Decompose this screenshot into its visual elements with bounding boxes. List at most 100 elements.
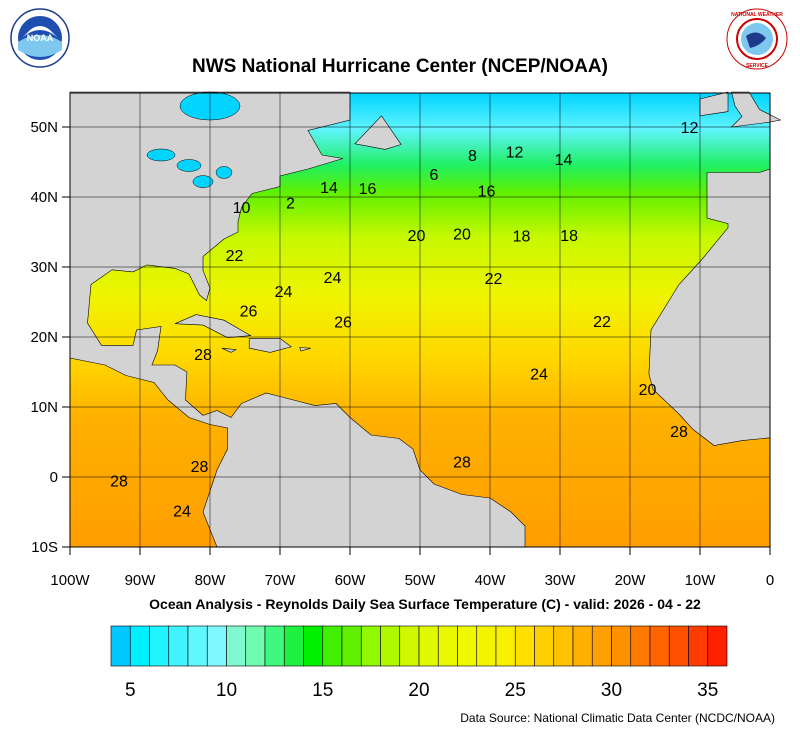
lake	[215, 166, 233, 179]
colorbar-tick-label: 30	[601, 680, 622, 701]
contour-label: 12	[506, 145, 524, 162]
colorbar-cell	[322, 625, 343, 667]
contour-label: 22	[226, 248, 244, 265]
colorbar-cell	[514, 625, 535, 667]
noaa-logo: NOAA	[10, 8, 70, 68]
colorbar-cell	[245, 625, 266, 667]
lat-tick-label: 20N	[30, 329, 58, 346]
contour-label: 28	[191, 459, 209, 476]
lon-tick-label: 40W	[475, 572, 507, 589]
contour-label: 6	[430, 167, 439, 184]
lat-tick-label: 50N	[30, 119, 58, 136]
land-hispaniola	[248, 338, 292, 353]
lon-tick-label: 20W	[615, 572, 647, 589]
colorbar-cell	[360, 625, 381, 667]
colorbar-tick-label: 35	[697, 680, 718, 701]
colorbar: 5 10 15 20 25 30 35	[110, 625, 728, 701]
lake	[146, 148, 176, 162]
lon-tick-label: 70W	[265, 572, 297, 589]
colorbar-cell	[110, 625, 131, 667]
colorbar-tick-label: 15	[312, 680, 333, 701]
contour-label: 28	[194, 347, 212, 364]
land-africa-europe	[648, 168, 771, 446]
colorbar-cell	[591, 625, 612, 667]
colorbar-tick-label: 5	[125, 680, 136, 701]
sst-map: 12 12 8 6 14 14 16 16 2 10 20 20 18 18 22 24 22 24 26 26 22 2…	[30, 91, 782, 589]
map-subtitle: Ocean Analysis - Reynolds Daily Sea Surf…	[149, 596, 701, 612]
contour-label: 24	[324, 270, 342, 287]
contour-label: 28	[670, 424, 688, 441]
contour-label: 14	[320, 180, 338, 197]
contour-label: 10	[233, 200, 251, 217]
colorbar-cell	[476, 625, 497, 667]
contour-label: 2	[286, 196, 295, 213]
nws-logo: NATIONAL WEATHER SERVICE	[726, 8, 788, 70]
lon-tick-label: 100W	[50, 572, 90, 589]
colorbar-cell	[611, 625, 632, 667]
colorbar-tick-label: 25	[505, 680, 526, 701]
lat-tick-label: 40N	[30, 189, 58, 206]
colorbar-cell	[380, 625, 401, 667]
contour-label: 20	[453, 226, 471, 243]
contour-label: 14	[555, 152, 573, 169]
lat-tick-label: 10N	[30, 399, 58, 416]
lon-tick-label: 60W	[335, 572, 367, 589]
page-title: NWS National Hurricane Center (NCEP/NOAA…	[192, 56, 608, 77]
contour-label: 12	[681, 120, 699, 137]
svg-text:SERVICE: SERVICE	[746, 63, 769, 69]
colorbar-cell	[129, 625, 150, 667]
colorbar-cell	[707, 625, 728, 667]
colorbar-cell	[303, 625, 324, 667]
contour-label: 26	[334, 315, 352, 332]
colorbar-cell	[341, 625, 362, 667]
contour-label: 28	[453, 455, 471, 472]
land-puerto-rico	[299, 347, 311, 352]
colorbar-cell	[437, 625, 458, 667]
colorbar-cell	[168, 625, 189, 667]
data-source: Data Source: National Climatic Data Cent…	[460, 711, 775, 725]
colorbar-cell	[283, 625, 304, 667]
contour-label: 8	[468, 148, 477, 165]
colorbar-tick-label: 10	[216, 680, 237, 701]
lon-tick-label: 80W	[195, 572, 227, 589]
colorbar-cell	[534, 625, 555, 667]
contour-label: 24	[530, 366, 548, 383]
contour-label: 16	[359, 181, 377, 198]
contour-label: 18	[513, 229, 531, 246]
contour-label: 16	[478, 184, 496, 201]
colorbar-cell	[206, 625, 227, 667]
lat-tick-label: 30N	[30, 259, 58, 276]
lon-tick-label: 0	[766, 572, 774, 589]
lat-tick-label: 0	[50, 469, 58, 486]
colorbar-cell	[553, 625, 574, 667]
svg-text:NATIONAL WEATHER: NATIONAL WEATHER	[731, 12, 783, 18]
contour-label: 26	[240, 303, 258, 320]
contour-label: 28	[110, 474, 128, 491]
colorbar-cell	[668, 625, 689, 667]
colorbar-cell	[187, 625, 208, 667]
lake	[192, 175, 214, 188]
land-jamaica	[221, 347, 237, 353]
colorbar-cell	[418, 625, 439, 667]
lat-tick-label: 10S	[31, 539, 58, 556]
colorbar-cell	[226, 625, 247, 667]
colorbar-cell	[572, 625, 593, 667]
colorbar-cell	[688, 625, 709, 667]
colorbar-cell	[149, 625, 170, 667]
colorbar-cell	[457, 625, 478, 667]
lon-tick-label: 50W	[405, 572, 437, 589]
contour-label: 20	[639, 382, 657, 399]
contour-label: 20	[408, 228, 426, 245]
lon-tick-label: 90W	[125, 572, 157, 589]
lon-tick-label: 10W	[685, 572, 717, 589]
land-cuba	[174, 314, 252, 339]
contour-label: 24	[173, 504, 191, 521]
colorbar-cell	[399, 625, 420, 667]
land-newfoundland	[354, 115, 402, 150]
svg-text:NOAA: NOAA	[27, 33, 54, 43]
colorbar-cell	[649, 625, 670, 667]
lake	[176, 159, 202, 172]
colorbar-cell	[630, 625, 651, 667]
contour-label: 22	[485, 271, 503, 288]
contour-label: 24	[275, 284, 293, 301]
